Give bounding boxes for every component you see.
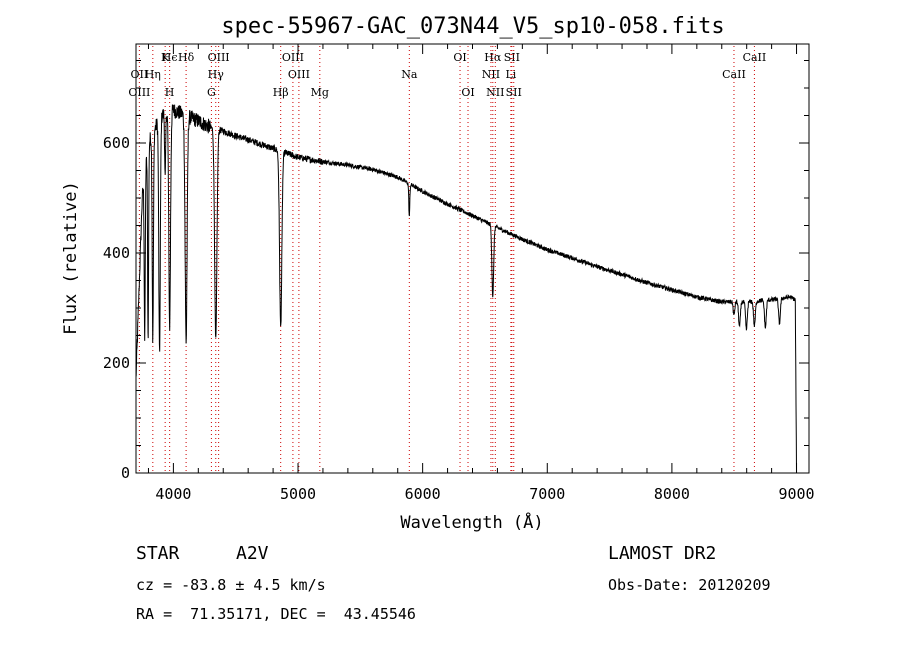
- line-label-7: SII: [504, 51, 520, 64]
- redshift-cz: cz = -83.8 ± 4.5 km/s: [136, 576, 326, 594]
- line-label-19: G: [207, 86, 216, 99]
- y-tick-label-600: 600: [103, 134, 130, 152]
- object-class: STAR: [136, 543, 180, 564]
- line-label-24: SII: [506, 86, 522, 99]
- plot-frame: [135, 43, 810, 474]
- line-label-2: Hδ: [178, 51, 195, 64]
- line-label-10: Hη: [145, 68, 161, 81]
- coordinates: RA = 71.35171, DEC = 43.45546: [136, 605, 416, 623]
- line-label-8: CaII: [743, 51, 767, 64]
- line-label-9: OII: [131, 68, 149, 81]
- line-label-12: OIII: [288, 68, 310, 81]
- x-tick-label-6000: 6000: [405, 485, 441, 503]
- line-label-21: Mg: [311, 86, 329, 99]
- chart-title: spec-55967-GAC_073N44_V5_sp10-058.fits: [221, 14, 724, 39]
- y-tick-label-200: 200: [103, 354, 130, 372]
- line-label-14: NII: [482, 68, 500, 81]
- line-label-13: Na: [401, 68, 418, 81]
- y-tick-label-0: 0: [121, 464, 130, 482]
- x-tick-label-7000: 7000: [529, 485, 565, 503]
- line-label-23: NII: [486, 86, 504, 99]
- line-label-5: OI: [453, 51, 466, 64]
- observation-date: Obs-Date: 20120209: [608, 576, 771, 594]
- axis-ticks: 4000 5000 6000 7000 8000 9000 0 200 400 600: [103, 44, 815, 503]
- y-axis-label: Flux (relative): [61, 181, 81, 335]
- object-subclass: A2V: [236, 543, 269, 564]
- line-label-15: Li: [505, 68, 516, 81]
- x-tick-label-8000: 8000: [654, 485, 690, 503]
- line-label-17: OIII: [128, 86, 150, 99]
- line-label-22: OI: [461, 86, 474, 99]
- x-tick-label-9000: 9000: [778, 485, 814, 503]
- x-tick-label-4000: 4000: [155, 485, 191, 503]
- line-label-16: CaII: [722, 68, 746, 81]
- line-label-0: Hϵ: [162, 51, 178, 64]
- line-label-11: Hγ: [208, 68, 225, 81]
- line-label-1: K: [161, 51, 170, 64]
- line-label-6: Hα: [484, 51, 502, 64]
- line-label-20: Hβ: [273, 86, 289, 99]
- line-label-18: H: [165, 86, 175, 99]
- line-label-4: OIII: [282, 51, 304, 64]
- x-tick-label-5000: 5000: [280, 485, 316, 503]
- x-axis-label: Wavelength (Å): [400, 511, 543, 533]
- survey-name: LAMOST DR2: [608, 543, 717, 564]
- line-label-3: OIII: [208, 51, 230, 64]
- y-tick-label-400: 400: [103, 244, 130, 262]
- spectrum-line: [135, 104, 797, 474]
